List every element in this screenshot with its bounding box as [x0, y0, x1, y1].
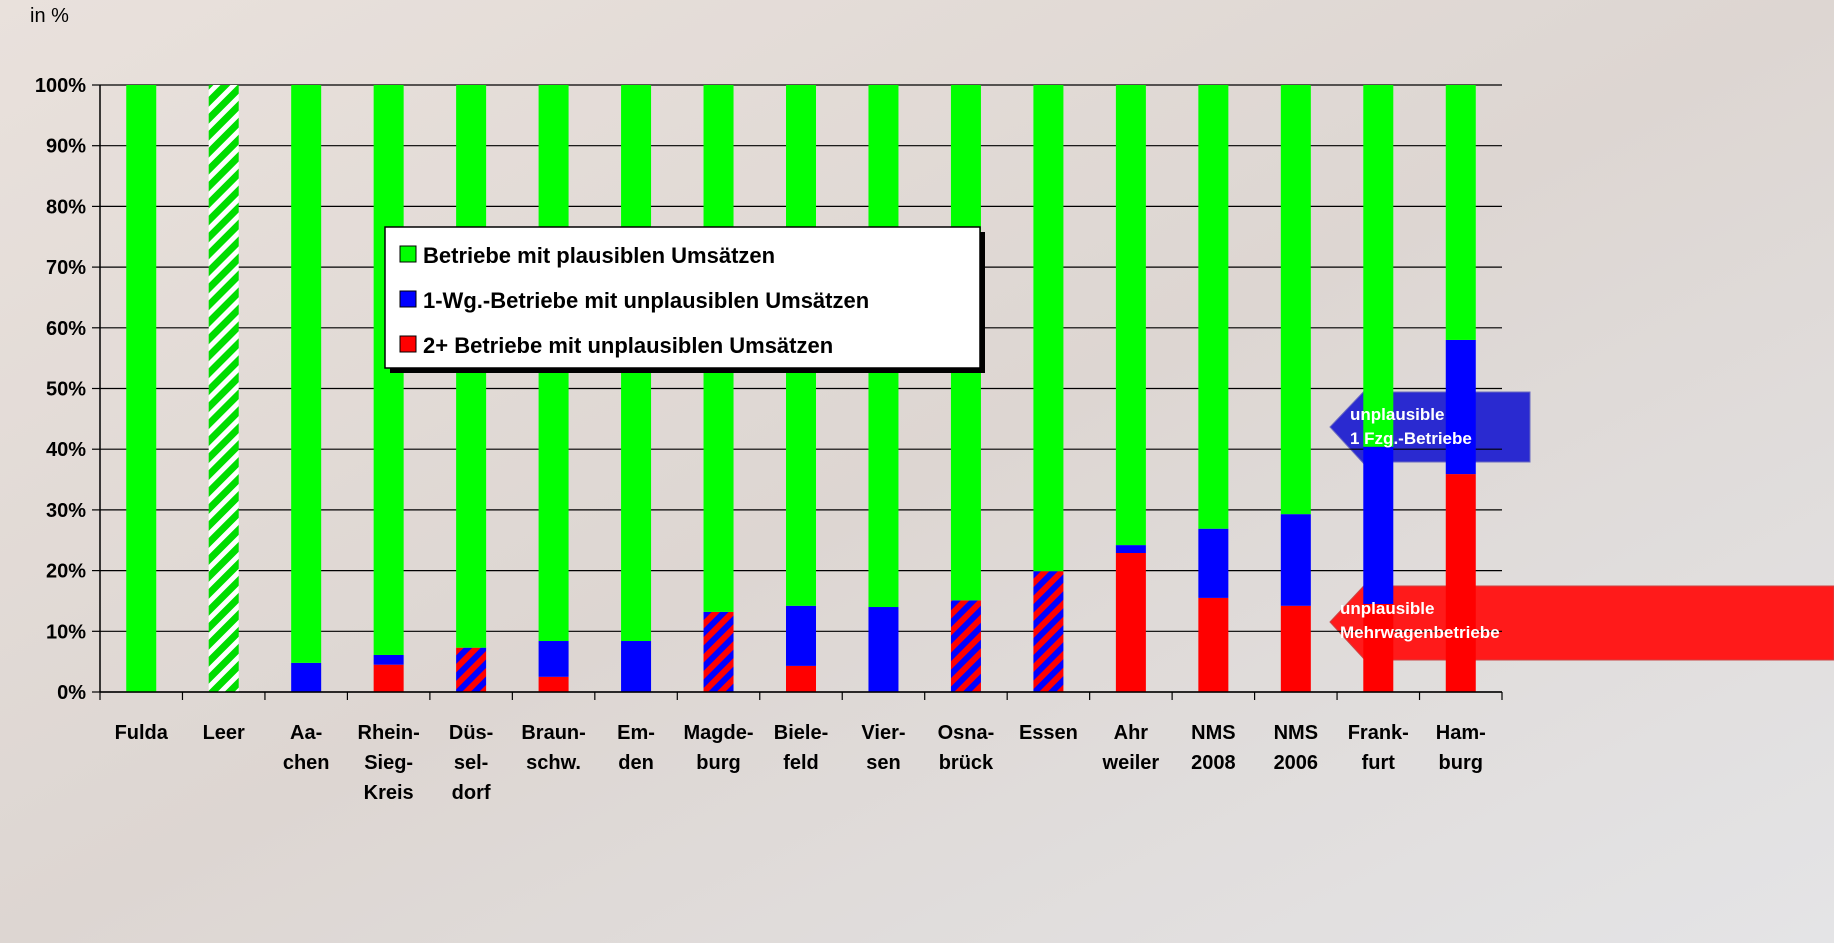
bar-segment [1033, 85, 1063, 571]
bar-segment [539, 677, 569, 692]
annotation: unplausible [1350, 405, 1444, 424]
bar-segment [209, 85, 239, 692]
y-tick-label: 50% [46, 379, 86, 401]
x-tick-label: Biele- [774, 722, 828, 744]
x-tick-label: Leer [203, 722, 245, 744]
x-tick-label: 2006 [1274, 752, 1319, 774]
bar-segment [786, 666, 816, 692]
bar-segment [1116, 553, 1146, 692]
y-tick-label: 40% [46, 439, 86, 461]
x-tick-label: Essen [1019, 722, 1078, 744]
y-tick-label: 20% [46, 561, 86, 583]
bar-segment [1198, 85, 1228, 529]
x-tick-label: Em- [617, 722, 655, 744]
bar-segment [1198, 598, 1228, 692]
bar-segment [374, 665, 404, 692]
bar-segment [1116, 85, 1146, 545]
x-tick-label: Osna- [938, 722, 995, 744]
bar-segment [1363, 447, 1393, 604]
legend-label: Betriebe mit plausiblen Umsätzen [423, 243, 775, 268]
bar-segment [951, 600, 981, 692]
x-tick-label: Düs- [449, 722, 493, 744]
bar-segment [456, 648, 486, 692]
bar-segment [786, 606, 816, 666]
legend-label: 1-Wg.-Betriebe mit unplausiblen Umsätzen [423, 288, 869, 313]
y-axis-label: in % [30, 5, 69, 27]
x-tick-label: NMS [1274, 722, 1318, 744]
y-tick-label: 100% [35, 75, 86, 97]
x-tick-label: Aa- [290, 722, 322, 744]
bar-segment [1281, 514, 1311, 606]
x-tick-label: schw. [526, 752, 581, 774]
bar-segment [1033, 571, 1063, 692]
annotation: unplausible [1340, 599, 1434, 618]
bar-segment [1281, 85, 1311, 514]
legend-swatch [400, 246, 416, 262]
bar-segment [1198, 529, 1228, 598]
bar-segment [1446, 85, 1476, 340]
x-tick-label: burg [696, 752, 740, 774]
legend-swatch [400, 291, 416, 307]
x-tick-label: Vier- [861, 722, 905, 744]
bar-segment [1446, 340, 1476, 474]
x-tick-label: Ahr [1114, 722, 1149, 744]
x-tick-label: Fulda [115, 722, 169, 744]
bar-segment [374, 655, 404, 665]
y-tick-label: 0% [57, 682, 86, 704]
x-tick-label: den [618, 752, 654, 774]
x-tick-label: Ham- [1436, 722, 1486, 744]
annotation: Mehrwagenbetriebe [1340, 623, 1500, 642]
bar-segment [868, 607, 898, 692]
x-tick-label: Rhein- [358, 722, 420, 744]
x-tick-label: NMS [1191, 722, 1235, 744]
chart: in % 0% 10% 20% 30% 40% 50% 60% 70% 80% 90% 100% Fu… [0, 0, 1834, 943]
bar-segment [291, 85, 321, 663]
bar-segment [1446, 474, 1476, 692]
bar-segment [621, 641, 651, 692]
bar-segment [1116, 545, 1146, 553]
x-tick-label: sel- [454, 752, 488, 774]
x-tick-label: Kreis [364, 782, 414, 804]
bar-segment [291, 663, 321, 692]
y-tick-label: 60% [46, 318, 86, 340]
x-tick-label: brück [939, 752, 994, 774]
y-tick-label: 10% [46, 621, 86, 643]
bar-segment [1363, 85, 1393, 447]
x-tick-label: furt [1362, 752, 1396, 774]
legend-label: 2+ Betriebe mit unplausiblen Umsätzen [423, 333, 833, 358]
legend-swatch [400, 336, 416, 352]
x-tick-label: sen [866, 752, 900, 774]
x-tick-label: Braun- [521, 722, 585, 744]
x-tick-label: feld [783, 752, 819, 774]
y-tick-label: 80% [46, 196, 86, 218]
bar-segment [126, 85, 156, 692]
x-tick-label: Sieg- [364, 752, 413, 774]
x-tick-label: Frank- [1348, 722, 1409, 744]
x-tick-label: weiler [1102, 752, 1160, 774]
bar-segment [539, 641, 569, 677]
background [0, 0, 1834, 943]
bar-segment [704, 612, 734, 692]
x-tick-label: chen [283, 752, 330, 774]
annotation: 1 Fzg.-Betriebe [1350, 429, 1472, 448]
x-tick-label: burg [1439, 752, 1483, 774]
x-tick-label: 2008 [1191, 752, 1236, 774]
y-tick-label: 70% [46, 257, 86, 279]
y-tick-label: 90% [46, 136, 86, 158]
y-tick-label: 30% [46, 500, 86, 522]
x-tick-label: dorf [452, 782, 491, 804]
x-tick-label: Magde- [684, 722, 754, 744]
bar-segment [1281, 606, 1311, 692]
